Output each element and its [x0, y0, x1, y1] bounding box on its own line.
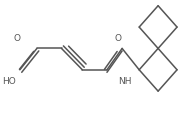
Text: NH: NH	[118, 77, 132, 86]
Text: HO: HO	[2, 77, 16, 86]
Text: O: O	[115, 34, 122, 43]
Text: O: O	[14, 34, 20, 43]
